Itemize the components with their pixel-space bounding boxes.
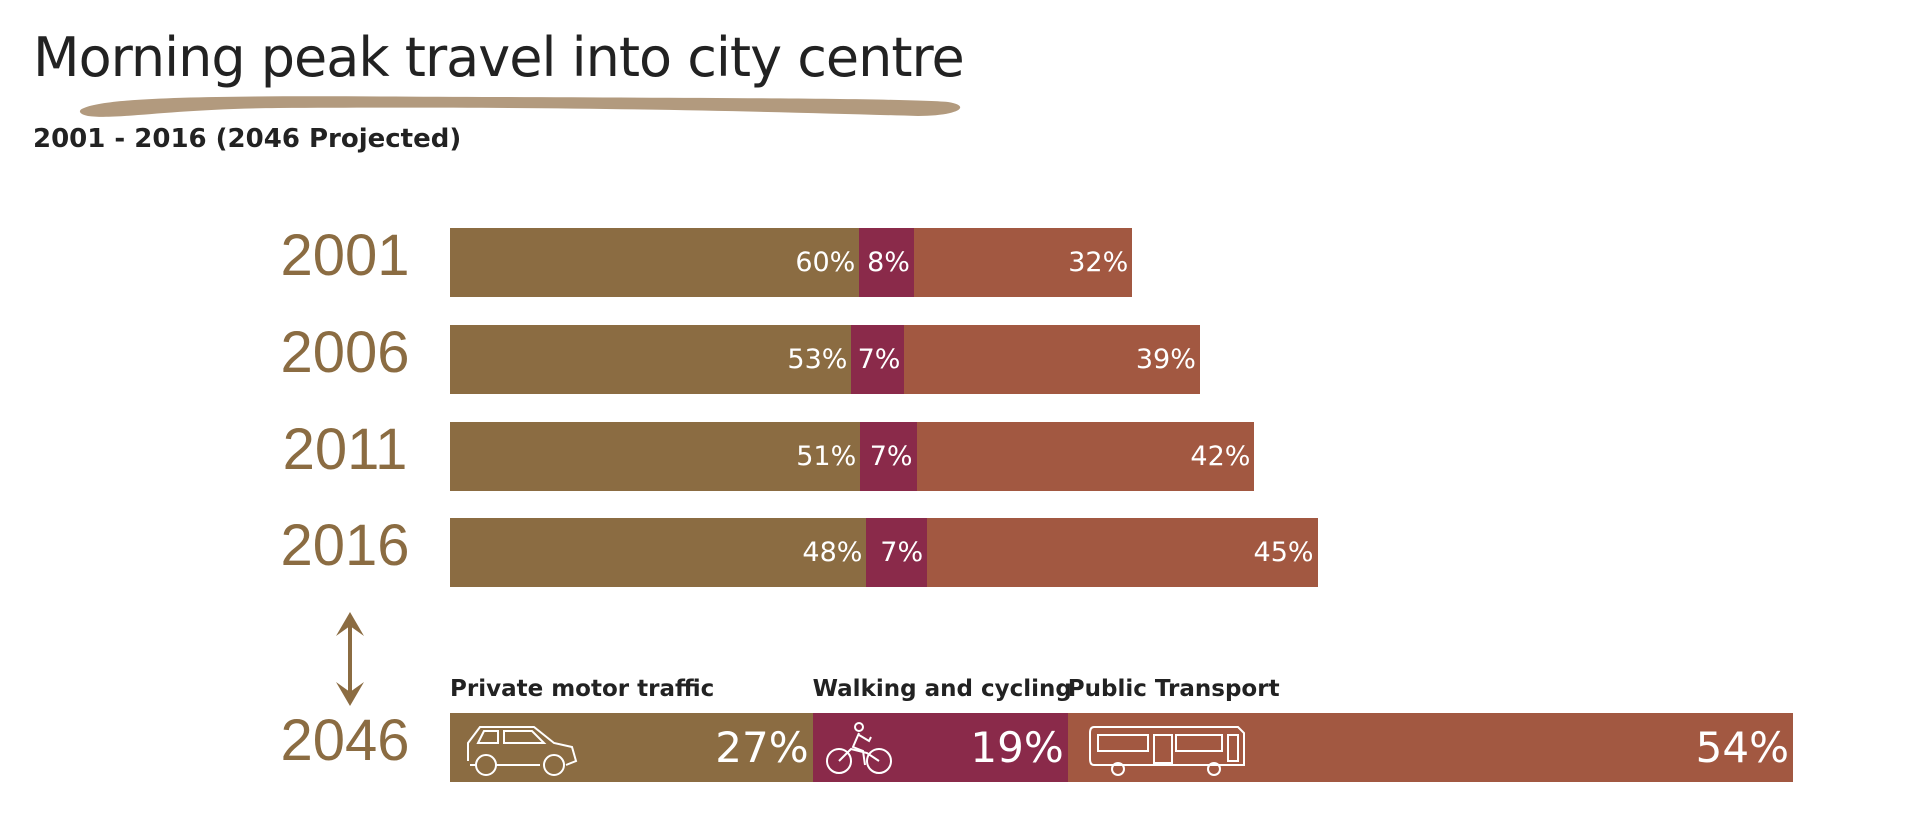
data-label: 8% xyxy=(867,247,910,278)
data-label: 53% xyxy=(787,344,848,375)
bar-segment-2046-1: 19% xyxy=(812,713,1068,782)
title-underline-brush xyxy=(79,96,961,117)
data-label: 27% xyxy=(715,723,809,772)
data-label: 48% xyxy=(802,537,863,568)
data-label: 32% xyxy=(1068,247,1129,278)
bar-segment-2006-2: 39% xyxy=(904,325,1200,394)
bar-segment-2001-1: 8% xyxy=(859,228,914,297)
bar-2011: 51% 7% 42% xyxy=(450,422,1255,491)
year-label-2011: 2011 xyxy=(282,417,408,482)
bar-segment-2011-1: 7% xyxy=(860,422,917,491)
data-label: 60% xyxy=(795,247,856,278)
series-label-0: Private motor traffic xyxy=(450,676,715,702)
series-label-2: Public Transport xyxy=(1067,676,1280,702)
data-label: 19% xyxy=(970,723,1064,772)
chart-title: Morning peak travel into city centre xyxy=(33,26,965,89)
double-arrow-icon xyxy=(336,612,364,706)
bar-segment-2011-0: 51% xyxy=(450,422,861,491)
data-label: 51% xyxy=(796,441,857,472)
bar-2001: 60% 8% 32% xyxy=(450,228,1133,297)
chart-subtitle: 2001 - 2016 (2046 Projected) xyxy=(33,124,462,154)
data-label: 42% xyxy=(1190,441,1251,472)
data-label: 54% xyxy=(1695,723,1789,772)
bar-segment-2006-0: 53% xyxy=(450,325,852,394)
bar-2016: 48% 7% 45% xyxy=(450,518,1318,587)
car-icon xyxy=(462,721,582,787)
bar-segment-2016-1: 7% xyxy=(866,518,928,587)
bar-2006: 53% 7% 39% xyxy=(450,325,1207,394)
bus-icon xyxy=(1088,721,1248,787)
bar-segment-2016-2: 45% xyxy=(927,518,1318,587)
series-label-1: Walking and cycling xyxy=(812,676,1072,702)
bar-segment-2001-0: 60% xyxy=(450,228,860,297)
bar-segment-2046-2: 54% xyxy=(1067,713,1793,782)
bicycle-icon xyxy=(825,721,895,787)
bar-segment-2016-0: 48% xyxy=(450,518,867,587)
data-label: 7% xyxy=(857,344,901,375)
data-label: 7% xyxy=(880,537,924,568)
bar-segment-2001-2: 32% xyxy=(913,228,1133,297)
data-label: 45% xyxy=(1253,537,1314,568)
data-label: 7% xyxy=(869,441,913,472)
bar-segment-2011-2: 42% xyxy=(916,422,1255,491)
bar-2046: 27% 19% 54% xyxy=(450,713,1793,782)
bar-segment-2046-0: 27% xyxy=(450,713,813,782)
bar-segment-2006-1: 7% xyxy=(851,325,905,394)
data-label: 39% xyxy=(1135,344,1196,375)
year-label-2006: 2006 xyxy=(280,320,410,385)
year-label-2001: 2001 xyxy=(280,223,410,288)
year-label-2046: 2046 xyxy=(280,708,410,773)
year-label-2016: 2016 xyxy=(280,513,410,578)
